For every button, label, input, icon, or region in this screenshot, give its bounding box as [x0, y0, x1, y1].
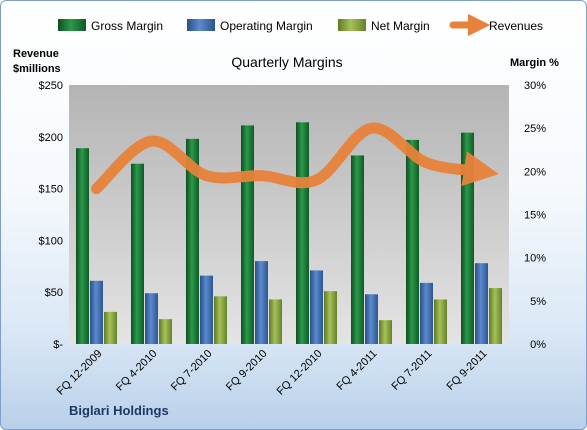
- x-tick-label: FQ 12-2009: [55, 348, 105, 398]
- bar-gross-margin: [351, 155, 364, 344]
- legend: Gross Margin Operating Margin Net Margin…: [58, 13, 543, 37]
- bar-operating-margin: [90, 280, 103, 344]
- bar-gross-margin: [296, 122, 309, 345]
- chart-title: Quarterly Margins: [231, 54, 342, 70]
- right-tick-label: 5%: [530, 296, 546, 308]
- left-tick-label: $50: [45, 287, 63, 299]
- bar-operating-margin: [255, 261, 268, 344]
- bar-operating-margin: [420, 282, 433, 344]
- bar-operating-margin: [200, 275, 213, 344]
- company-name: Biglari Holdings: [69, 403, 169, 418]
- x-tick-label: FQ 4-2010: [114, 348, 160, 394]
- bar-operating-margin: [475, 263, 488, 344]
- bar-net-margin: [324, 291, 337, 344]
- legend-item-gross-margin: Gross Margin: [58, 19, 163, 33]
- x-tick-label: FQ 7-2010: [169, 348, 215, 394]
- right-axis: 0% 5% 10% 15% 20% 25% 30%: [524, 80, 546, 351]
- right-tick-label: 30%: [524, 80, 546, 92]
- legend-swatch-net-margin: [338, 19, 366, 31]
- bar-net-margin: [269, 299, 282, 344]
- right-tick-label: 20%: [524, 166, 546, 178]
- x-tick-label: FQ 12-2010: [275, 348, 325, 398]
- bar-net-margin: [379, 320, 392, 344]
- legend-item-net-margin: Net Margin: [338, 19, 430, 33]
- left-axis: $- $50 $100 $150 $200 $250: [39, 80, 64, 351]
- left-tick-label: $250: [39, 80, 63, 92]
- legend-label-revenues: Revenues: [489, 19, 543, 33]
- right-tick-label: 0%: [530, 339, 546, 351]
- legend-swatch-gross-margin: [58, 19, 86, 31]
- right-axis-title: Margin %: [510, 57, 559, 69]
- left-tick-label: $-: [53, 339, 63, 351]
- bar-operating-margin: [145, 293, 158, 344]
- legend-item-revenues: Revenues: [449, 13, 543, 37]
- x-tick-label: FQ 9-2011: [445, 348, 490, 393]
- legend-label-gross-margin: Gross Margin: [91, 19, 163, 33]
- bar-net-margin: [214, 296, 227, 344]
- left-tick-label: $200: [39, 132, 63, 144]
- bar-net-margin: [434, 299, 447, 344]
- left-axis-title-line2: $millions: [13, 63, 61, 75]
- revenue-line: [91, 122, 499, 195]
- bar-net-margin: [104, 311, 117, 344]
- bar-operating-margin: [365, 294, 378, 344]
- left-axis-title-line1: Revenue: [13, 48, 59, 60]
- bar-net-margin: [489, 288, 502, 344]
- legend-swatch-operating-margin: [187, 19, 215, 31]
- x-tick-label: FQ 4-2011: [335, 348, 380, 393]
- x-tick-label: FQ 9-2010: [224, 348, 270, 394]
- right-tick-label: 15%: [524, 210, 546, 222]
- left-tick-label: $150: [39, 184, 63, 196]
- legend-label-net-margin: Net Margin: [371, 19, 430, 33]
- bar-gross-margin: [186, 138, 199, 344]
- right-tick-label: 10%: [524, 253, 546, 265]
- bar-gross-margin: [131, 163, 144, 344]
- legend-item-operating-margin: Operating Margin: [187, 19, 313, 33]
- legend-label-operating-margin: Operating Margin: [220, 19, 313, 33]
- bar-gross-margin: [406, 139, 419, 344]
- bar-gross-margin: [241, 125, 254, 345]
- x-tick-label: FQ 7-2011: [390, 348, 435, 393]
- left-tick-label: $100: [39, 235, 63, 247]
- revenue-series: [91, 122, 499, 195]
- bar-gross-margin: [76, 148, 89, 344]
- bar-net-margin: [159, 319, 172, 344]
- x-axis: FQ 12-2009 FQ 4-2010 FQ 7-2010 FQ 9-2010 FQ …: [55, 348, 490, 398]
- bar-operating-margin: [310, 270, 323, 344]
- right-tick-label: 25%: [524, 123, 546, 135]
